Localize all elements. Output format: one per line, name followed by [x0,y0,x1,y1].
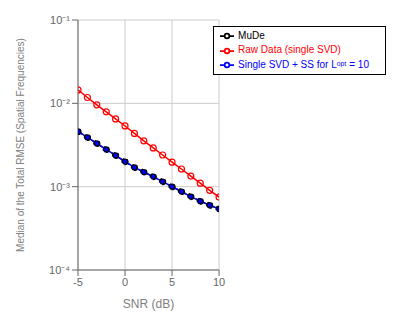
svg-text:5: 5 [169,276,175,288]
svg-text:-5: -5 [73,276,83,288]
svg-text:10⁻²: 10⁻² [50,97,70,109]
svg-text:0: 0 [122,276,128,288]
svg-text:10⁻⁴: 10⁻⁴ [49,264,70,276]
svg-text:10: 10 [213,276,225,288]
svg-text:10⁻¹: 10⁻¹ [50,14,70,26]
svg-text:10⁻³: 10⁻³ [50,181,70,193]
html-text:Raw Data (single SVD): Raw Data (single SVD) [238,44,341,56]
svg-text:Median of the Total RMSE (Spat: Median of the Total RMSE (Spatial Freque… [15,38,26,252]
html-text:MuDe: MuDe [238,30,265,41]
html-text:Single SVD + SS for Lᵒᵖᵗ = 10: Single SVD + SS for Lᵒᵖᵗ = 10 [238,58,369,70]
svg-text:SNR (dB): SNR (dB) [123,297,174,311]
